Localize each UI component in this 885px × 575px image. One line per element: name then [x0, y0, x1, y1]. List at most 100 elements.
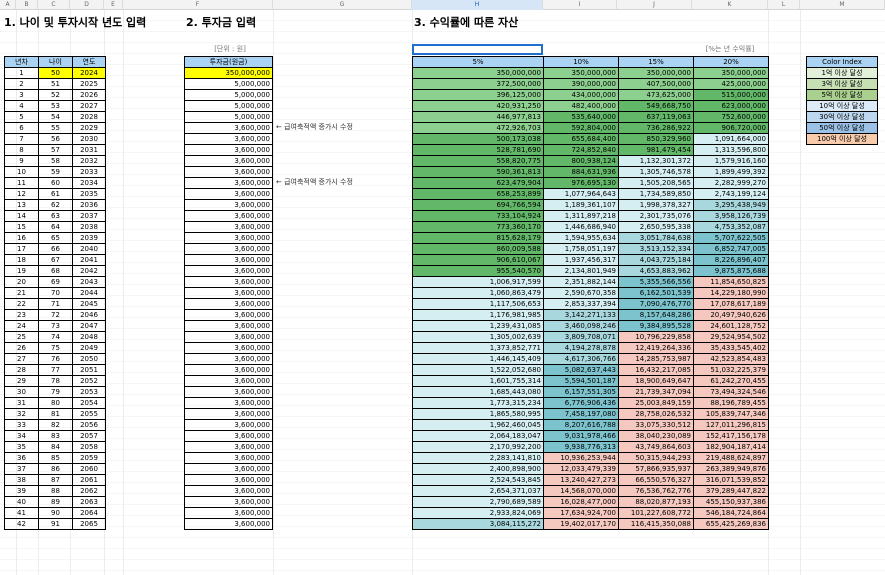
asset-20pct-cell[interactable]: 6,852,747,005 — [693, 243, 769, 255]
asset-15pct-cell[interactable]: 5,355,566,556 — [618, 276, 694, 288]
year-index-cell[interactable]: 3 — [4, 89, 39, 101]
principal-cell[interactable]: 3,600,000 — [184, 507, 273, 519]
column-header-l[interactable]: L — [768, 0, 800, 10]
year-index-cell[interactable]: 19 — [4, 265, 39, 277]
asset-20pct-cell[interactable]: 752,600,000 — [693, 111, 769, 123]
year-index-cell[interactable]: 5 — [4, 111, 39, 123]
year-index-cell[interactable]: 24 — [4, 320, 39, 332]
year-index-cell[interactable]: 9 — [4, 155, 39, 167]
principal-cell[interactable]: 3,600,000 — [184, 419, 273, 431]
calendar-year-cell[interactable]: 2062 — [72, 485, 106, 497]
legend-item[interactable]: 100억 이상 달성 — [806, 133, 878, 145]
year-index-cell[interactable]: 32 — [4, 408, 39, 420]
principal-cell[interactable]: 3,600,000 — [184, 441, 273, 453]
asset-5pct-cell[interactable]: 1,305,002,639 — [412, 331, 544, 343]
principal-cell[interactable]: 3,600,000 — [184, 463, 273, 475]
asset-15pct-cell[interactable]: 101,227,608,772 — [618, 507, 694, 519]
calendar-year-cell[interactable]: 2030 — [72, 133, 106, 145]
year-index-cell[interactable]: 21 — [4, 287, 39, 299]
asset-10pct-cell[interactable]: 14,568,070,000 — [543, 485, 619, 497]
age-cell[interactable]: 59 — [38, 166, 73, 178]
age-cell[interactable]: 90 — [38, 507, 73, 519]
principal-cell[interactable]: 3,600,000 — [184, 188, 273, 200]
asset-15pct-cell[interactable]: 2,650,595,338 — [618, 221, 694, 233]
column-header-k[interactable]: K — [692, 0, 768, 10]
calendar-year-cell[interactable]: 2042 — [72, 265, 106, 277]
year-index-cell[interactable]: 16 — [4, 232, 39, 244]
legend-item[interactable]: 3억 이상 달성 — [806, 78, 878, 90]
age-cell[interactable]: 81 — [38, 408, 73, 420]
asset-5pct-cell[interactable]: 658,253,899 — [412, 188, 544, 200]
asset-5pct-cell[interactable]: 590,361,813 — [412, 166, 544, 178]
asset-10pct-cell[interactable]: 4,617,306,766 — [543, 353, 619, 365]
asset-10pct-cell[interactable]: 9,031,978,466 — [543, 430, 619, 442]
calendar-year-cell[interactable]: 2037 — [72, 210, 106, 222]
asset-10pct-cell[interactable]: 5,594,501,187 — [543, 375, 619, 387]
age-cell[interactable]: 77 — [38, 364, 73, 376]
principal-cell[interactable]: 3,600,000 — [184, 133, 273, 145]
calendar-year-cell[interactable]: 2026 — [72, 89, 106, 101]
year-index-cell[interactable]: 35 — [4, 441, 39, 453]
asset-10pct-cell[interactable]: 12,033,479,339 — [543, 463, 619, 475]
asset-5pct-cell[interactable]: 733,104,924 — [412, 210, 544, 222]
asset-5pct-cell[interactable]: 2,064,183,047 — [412, 430, 544, 442]
calendar-year-cell[interactable]: 2041 — [72, 254, 106, 266]
calendar-year-cell[interactable]: 2043 — [72, 276, 106, 288]
asset-10pct-cell[interactable]: 19,402,017,170 — [543, 518, 619, 530]
principal-cell[interactable]: 3,600,000 — [184, 144, 273, 156]
asset-10pct-cell[interactable]: 592,804,000 — [543, 122, 619, 134]
calendar-year-cell[interactable]: 2060 — [72, 463, 106, 475]
legend-item[interactable]: 5억 이상 달성 — [806, 89, 878, 101]
asset-15pct-cell[interactable]: 1,505,208,565 — [618, 177, 694, 189]
asset-20pct-cell[interactable]: 14,229,180,990 — [693, 287, 769, 299]
asset-10pct-cell[interactable]: 434,000,000 — [543, 89, 619, 101]
asset-5pct-cell[interactable]: 1,446,145,409 — [412, 353, 544, 365]
asset-10pct-cell[interactable]: 3,460,098,246 — [543, 320, 619, 332]
asset-5pct-cell[interactable]: 2,524,543,845 — [412, 474, 544, 486]
principal-cell[interactable]: 3,600,000 — [184, 254, 273, 266]
asset-20pct-cell[interactable]: 182,904,187,414 — [693, 441, 769, 453]
asset-5pct-cell[interactable]: 1,962,460,045 — [412, 419, 544, 431]
asset-5pct-cell[interactable]: 3,084,115,272 — [412, 518, 544, 530]
year-index-cell[interactable]: 39 — [4, 485, 39, 497]
asset-15pct-cell[interactable]: 33,075,330,512 — [618, 419, 694, 431]
asset-5pct-cell[interactable]: 1,060,863,479 — [412, 287, 544, 299]
asset-15pct-cell[interactable]: 16,432,217,085 — [618, 364, 694, 376]
asset-5pct-cell[interactable]: 1,176,981,985 — [412, 309, 544, 321]
year-index-cell[interactable]: 23 — [4, 309, 39, 321]
calendar-year-cell[interactable]: 2046 — [72, 309, 106, 321]
asset-15pct-cell[interactable]: 549,668,750 — [618, 100, 694, 112]
asset-5pct-cell[interactable]: 1,685,443,080 — [412, 386, 544, 398]
asset-10pct-cell[interactable]: 1,594,955,634 — [543, 232, 619, 244]
asset-15pct-cell[interactable]: 1,305,746,578 — [618, 166, 694, 178]
asset-10pct-cell[interactable]: 800,938,124 — [543, 155, 619, 167]
column-header-j[interactable]: J — [617, 0, 692, 10]
asset-5pct-cell[interactable]: 1,865,580,995 — [412, 408, 544, 420]
asset-5pct-cell[interactable]: 420,931,250 — [412, 100, 544, 112]
asset-20pct-cell[interactable]: 1,579,916,160 — [693, 155, 769, 167]
asset-10pct-cell[interactable]: 1,758,051,197 — [543, 243, 619, 255]
calendar-year-cell[interactable]: 2031 — [72, 144, 106, 156]
calendar-year-cell[interactable]: 2050 — [72, 353, 106, 365]
calendar-year-cell[interactable]: 2049 — [72, 342, 106, 354]
column-header-m[interactable]: M — [800, 0, 885, 10]
asset-20pct-cell[interactable]: 263,389,949,876 — [693, 463, 769, 475]
year-index-cell[interactable]: 30 — [4, 386, 39, 398]
calendar-year-cell[interactable]: 2058 — [72, 441, 106, 453]
asset-15pct-cell[interactable]: 473,625,000 — [618, 89, 694, 101]
asset-20pct-cell[interactable]: 4,753,352,087 — [693, 221, 769, 233]
legend-item[interactable]: 50억 이상 달성 — [806, 122, 878, 134]
asset-5pct-cell[interactable]: 528,781,690 — [412, 144, 544, 156]
column-header-i[interactable]: I — [543, 0, 617, 10]
principal-cell[interactable]: 3,600,000 — [184, 485, 273, 497]
asset-15pct-cell[interactable]: 18,900,649,647 — [618, 375, 694, 387]
asset-20pct-cell[interactable]: 2,743,199,124 — [693, 188, 769, 200]
asset-15pct-cell[interactable]: 4,043,725,184 — [618, 254, 694, 266]
asset-5pct-cell[interactable]: 860,009,588 — [412, 243, 544, 255]
asset-20pct-cell[interactable]: 17,078,617,189 — [693, 298, 769, 310]
age-cell[interactable]: 83 — [38, 430, 73, 442]
calendar-year-cell[interactable]: 2032 — [72, 155, 106, 167]
column-header-h[interactable]: H — [412, 0, 543, 10]
asset-10pct-cell[interactable]: 2,853,337,394 — [543, 298, 619, 310]
principal-cell[interactable]: 3,600,000 — [184, 386, 273, 398]
